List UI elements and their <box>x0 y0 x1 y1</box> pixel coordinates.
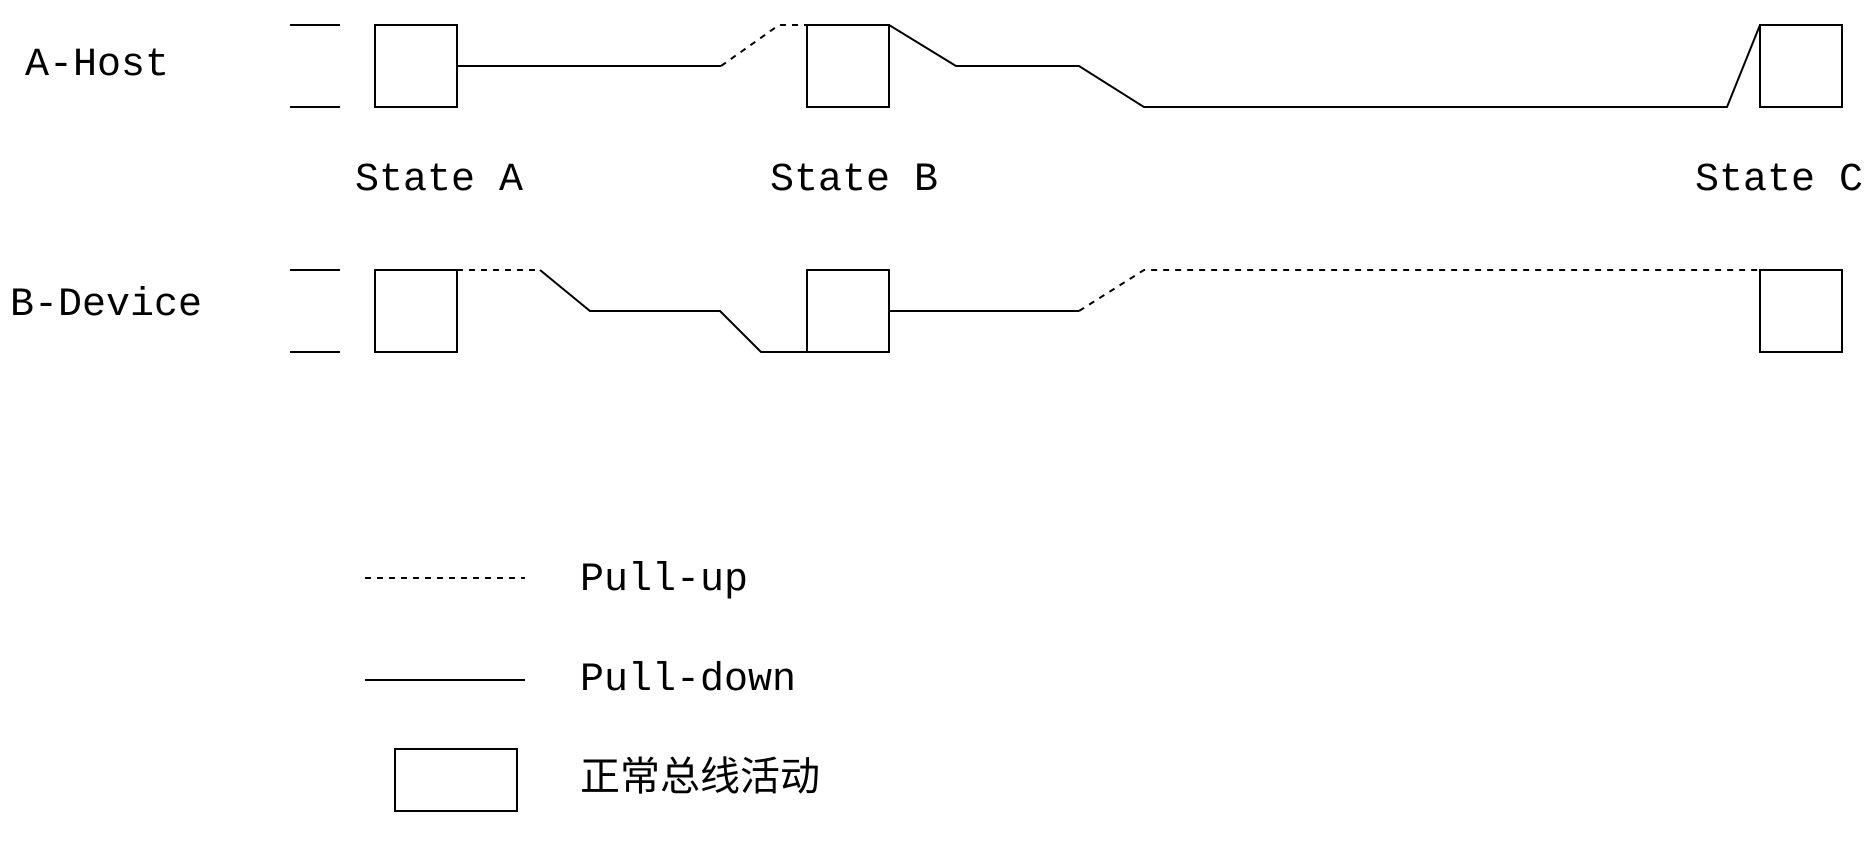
label-stateC: State C <box>1695 158 1863 203</box>
label-stateA: State A <box>355 158 523 203</box>
ahost-seg-1 <box>721 25 807 66</box>
bdev-seg-1 <box>540 270 807 352</box>
label-legendPullUp: Pull-up <box>580 558 748 603</box>
label-legendPullDown: Pull-down <box>580 658 796 703</box>
state-box-a3 <box>1760 25 1842 107</box>
state-box-a2 <box>807 25 889 107</box>
label-stateB: State B <box>770 158 938 203</box>
timing-diagram: A-Host B-Device State A State B State C Pull-… <box>0 0 1874 866</box>
bdev-seg-2 <box>889 270 1079 311</box>
label-aHost: A-Host <box>25 43 169 88</box>
legend-normal-box <box>395 749 517 811</box>
state-box-b1 <box>375 270 457 352</box>
state-box-a1 <box>375 25 457 107</box>
bdev-seg-3 <box>1079 270 1760 311</box>
state-box-b2 <box>807 270 889 352</box>
ahost-seg-2 <box>889 25 1760 107</box>
state-box-b3 <box>1760 270 1842 352</box>
label-legendNormal: 正常总线活动 <box>580 756 820 803</box>
label-bDevice: B-Device <box>10 283 202 328</box>
